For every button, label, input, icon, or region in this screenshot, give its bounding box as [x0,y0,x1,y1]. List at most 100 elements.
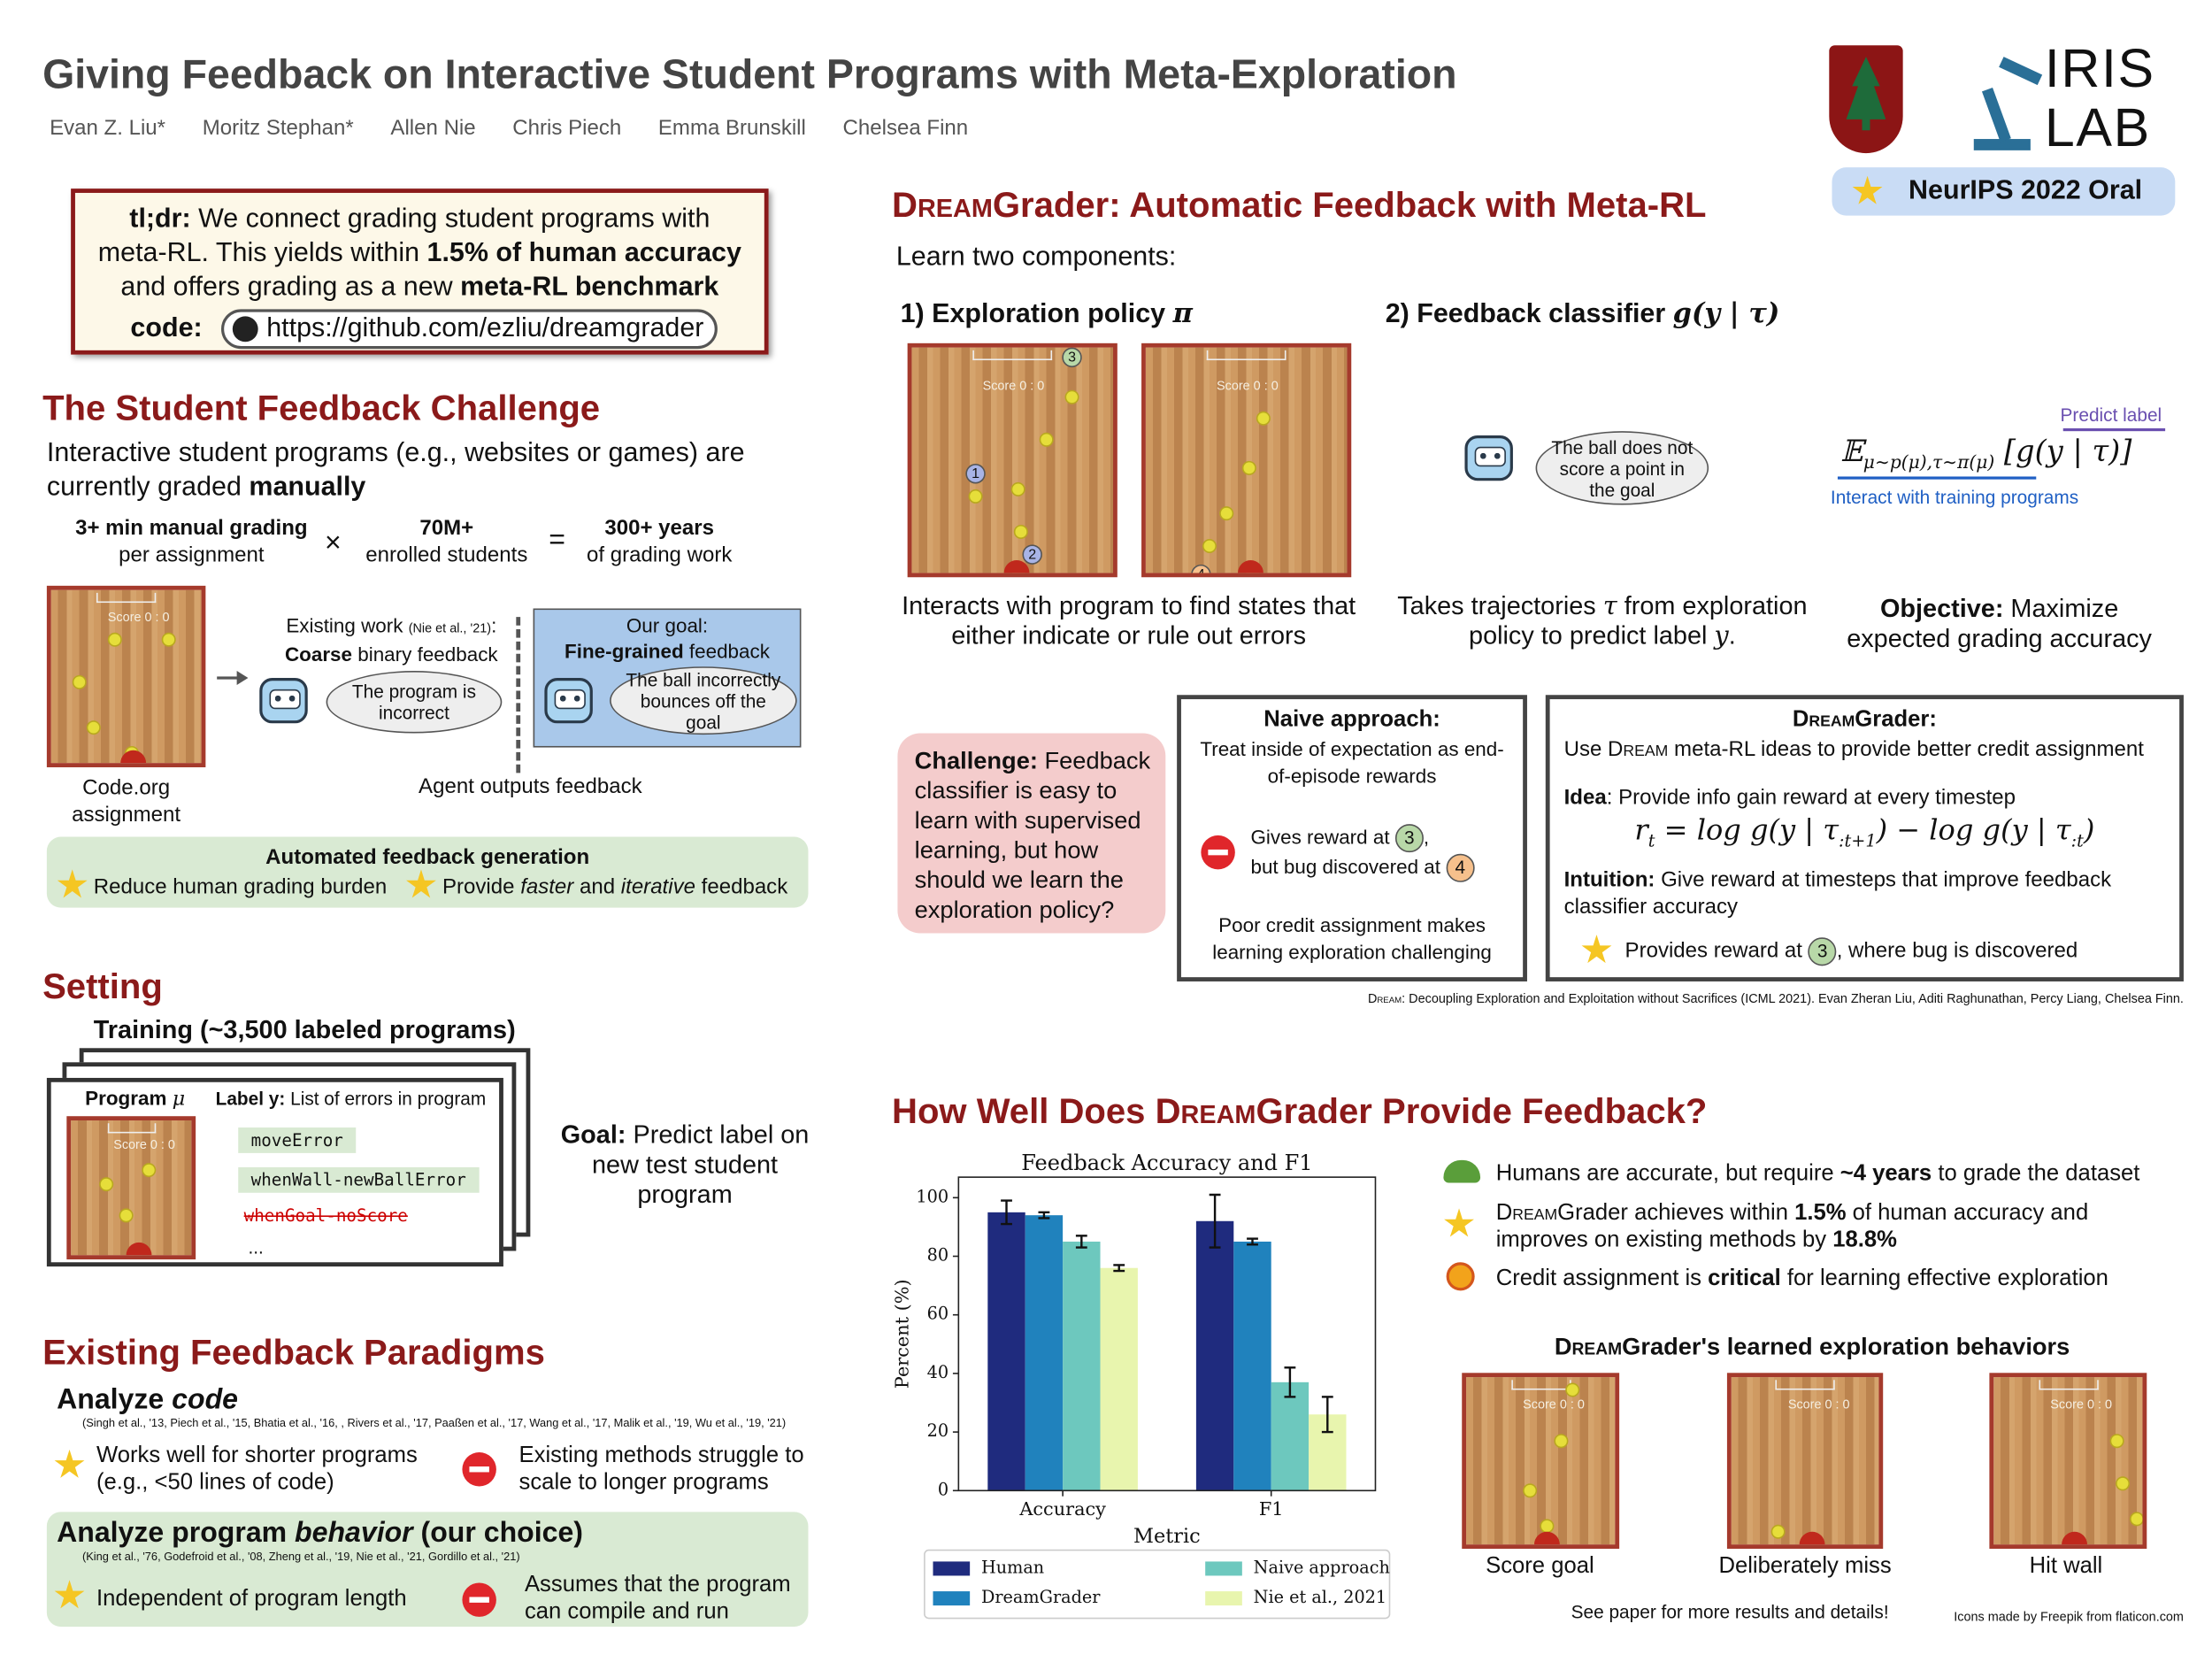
underline [1837,476,2037,480]
ball [1039,432,1054,447]
text-line: and offers grading as a new meta-RL benc… [71,271,768,304]
step-marker: 3 [1062,347,1082,368]
styled-run: Label y: [215,1088,286,1110]
styled-run: ) − log g(y | τ [1876,812,2071,847]
automated-box [46,836,809,908]
plot-frame [957,1176,1377,1492]
reward-formula: rt = log g(y | τ:t+1) − log g(y | τ:t) [1546,812,2184,850]
legend-label: Naive approach [1254,1557,1390,1577]
naive-box [1177,695,1527,981]
text-run: Feedback classifier is easy to learn wit… [914,747,1151,924]
arrow [217,676,240,680]
minus-icon [462,1452,496,1487]
box-desc: Treat inside of expectation as end-of-ep… [1200,737,1504,788]
text-run: Grader's learned exploration behaviors [1622,1333,2070,1360]
styled-run: Dream [1367,991,1402,1006]
step-marker: 1 [965,464,986,484]
styled-run: :t [2070,830,2084,851]
text-run: meta-RL. This yields within [97,238,427,268]
error-tag: moveError [238,1127,357,1153]
text-run: for learning effective exploration [1780,1266,2108,1291]
arm-base [1973,139,2031,150]
styled-run: = log g(y | τ [1655,812,1839,847]
styled-run: (Nie et al., '21) [408,620,492,635]
section-heading: How Well Does DreamGrader Provide Feedba… [892,1092,1707,1133]
more-note: See paper for more results and details! [1571,1601,1889,1623]
court-score: Score 0 : 0 [1787,1397,1850,1412]
pro-text: Works well for shorter programs (e.g., <… [96,1443,418,1496]
text-run: Moritz Stephan* [202,116,354,141]
box-conclusion: Poor credit assignment makes learning ex… [1212,913,1492,964]
styled-run: ~4 years [1839,1161,1932,1186]
text-run: 2) Feedback classifier [1385,299,1673,329]
legend-swatch [1205,1561,1242,1576]
styled-run: Dream [1792,707,1855,732]
poster-title: Giving Feedback on Interactive Student P… [42,52,1457,98]
text-run: Provide [442,874,521,900]
text-run: : [491,613,497,637]
section-heading: DreamGrader: Automatic Feedback with Met… [892,186,1706,227]
styled-run: Dream [1608,737,1669,762]
x-axis-label: Metric [1133,1525,1201,1548]
text-run: Predict label on new test student progra… [591,1120,810,1209]
citation: (King et al., '76, Godefroid et al., '08… [81,1550,520,1564]
underline [2062,427,2166,432]
styled-run: behavior [295,1517,413,1549]
styled-run: manually [249,472,366,503]
interact-label: Interact with training programs [1830,486,2079,508]
stat: 3+ min manual grading per assignment [64,515,319,569]
code-label: code: [130,313,203,343]
styled-run: μ [172,1088,186,1111]
equals-sign: = [549,524,565,557]
divider [516,617,521,773]
challenge-box [897,733,1166,934]
text-run: We connect grading student programs with [190,204,710,235]
text-run: but bug discovered at [1250,855,1447,878]
styled-run: Fine-grained [565,639,684,663]
stat-top: 300+ years [604,516,715,541]
text-run: Allen Nie [390,116,476,141]
text-line: Our goal: [534,612,802,638]
speech-bubble: The program is incorrect [326,671,503,734]
game-screenshot: Score 0 : 0 [66,1116,196,1260]
con-text: Existing methods struggle to scale to lo… [518,1443,804,1496]
robot-icon [259,678,308,724]
author-list: Evan Z. Liu* Moritz Stephan* Allen Nie Chri… [50,116,1005,140]
bar [1233,1241,1271,1491]
medal-icon [1446,1262,1475,1291]
styled-run: meta-RL benchmark [460,272,719,303]
ball [72,674,87,689]
text-run: and [573,874,621,900]
behavior-caption: Deliberately miss [1718,1554,1892,1579]
logo-tree [1846,57,1886,131]
styled-run: Dream [1554,1333,1623,1360]
bar [1100,1267,1138,1491]
styled-run: Challenge: [914,747,1038,774]
court-score: Score 0 : 0 [982,378,1045,393]
section-heading: The Student Feedback Challenge [42,389,601,428]
text-run: Grader: [1855,707,1937,732]
paradigm-title: Analyze program behavior (our choice) [57,1518,583,1551]
legend-label: Human [981,1557,1044,1577]
method-intro: Learn two components: [895,242,1177,273]
code-line: code: https://github.com/ezliu/dreamgrad… [130,309,718,350]
arm-segment [1999,57,2043,86]
stat-bottom: per assignment [119,543,265,568]
minus-icon [462,1582,496,1617]
game-screenshot: Score 0 : 0 [46,585,206,767]
bar [987,1212,1025,1491]
ball [1523,1483,1538,1498]
ball [1256,411,1271,426]
star-icon [1444,1208,1474,1237]
robot-icon [1464,435,1513,481]
text-run: Gives reward at [1250,825,1395,849]
styled-run: Idea [1563,785,1607,811]
challenge-intro: Interactive student programs (e.g., webs… [47,437,812,505]
ball [1554,1434,1569,1449]
text-run: Chris Piech [512,116,622,141]
styled-run: iterative [620,874,695,900]
box-title: Naive approach: [1263,707,1440,732]
ball [1010,481,1025,496]
styled-run: π [1172,297,1193,329]
